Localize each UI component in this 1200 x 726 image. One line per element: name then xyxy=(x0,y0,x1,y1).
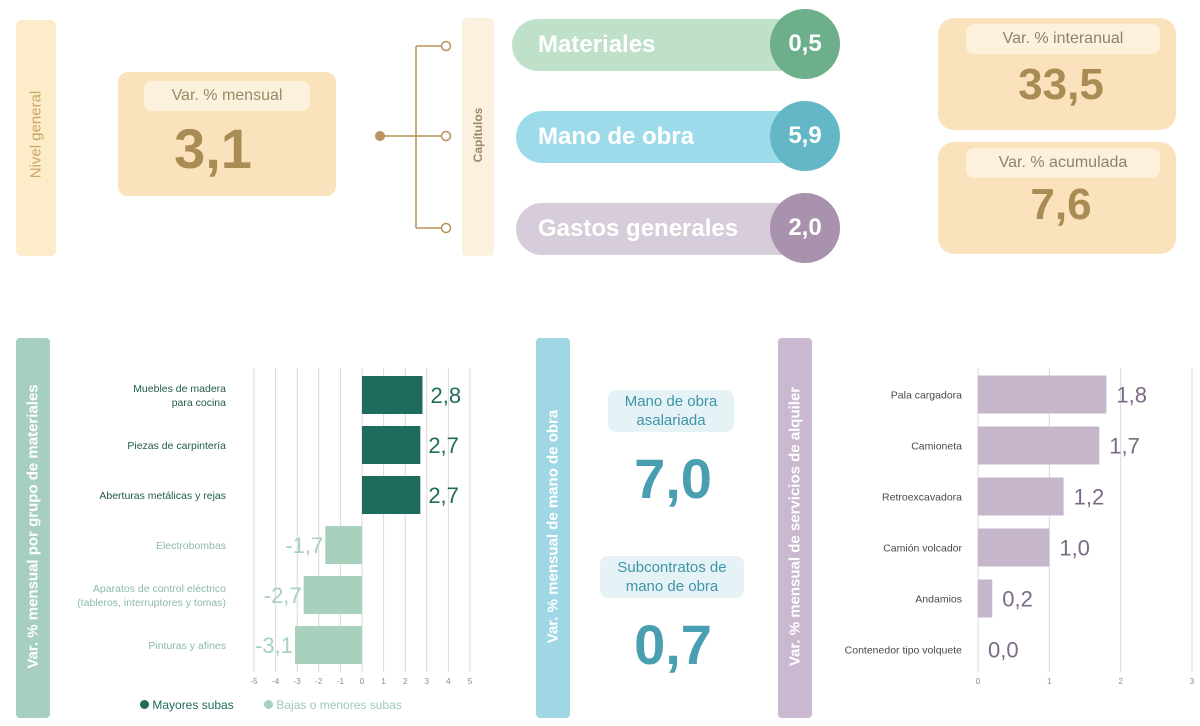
rental-bar xyxy=(978,375,1107,414)
materials-category-label: Electrobombas xyxy=(156,540,226,552)
materials-bar xyxy=(325,526,362,564)
materials-bar xyxy=(362,426,421,464)
chapters-label: Capítulos xyxy=(471,107,485,163)
labor-band-label: Var. % mensual de mano de obra xyxy=(544,409,562,644)
materials-value-label: 2,7 xyxy=(428,433,459,458)
materials-band xyxy=(16,338,50,718)
materials-tick-label: -2 xyxy=(315,677,323,686)
rental-bar xyxy=(978,477,1064,516)
chapters-connector xyxy=(375,40,452,234)
chapter-gastos-label: Gastos generales xyxy=(538,215,739,242)
monthly-variation-value: 3,1 xyxy=(174,117,252,180)
rental-chart: 0 1 2 3 1,8 Pala cargadora 1,7 Camioneta 1,2 Retr… xyxy=(845,368,1195,686)
materials-value-label: 2,8 xyxy=(430,383,461,408)
interanual-value: 33,5 xyxy=(1018,60,1104,109)
materials-category-label: (tableros, interruptores y tomas) xyxy=(77,597,226,609)
rental-band-label: Var. % mensual de servicios de alquiler xyxy=(786,386,804,667)
rental-category-label: Pala cargadora xyxy=(891,390,962,402)
rental-value-label: 1,7 xyxy=(1109,434,1140,459)
rental-value-label: 0,0 xyxy=(988,638,1019,663)
chapter-materiales-pill: Materiales xyxy=(512,19,812,71)
chapter-mano-obra-label: Mano de obra xyxy=(538,123,695,150)
materials-value-label: -2,7 xyxy=(264,583,302,608)
materials-category-label: Aberturas metálicas y rejas xyxy=(99,490,226,502)
legend-menores-swatch xyxy=(264,700,273,709)
nivel-general-label: Nivel general xyxy=(27,90,45,179)
legend-menores: Bajas o menores subas xyxy=(264,698,402,712)
rental-band xyxy=(778,338,812,718)
labor-subcontratos-value: 0,7 xyxy=(634,613,712,676)
materials-tick-label: -1 xyxy=(337,677,345,686)
materials-value-label: -1,7 xyxy=(285,533,323,558)
nivel-general-band xyxy=(16,20,56,256)
materials-bar xyxy=(362,476,421,514)
materials-category-label: Aparatos de control eléctrico xyxy=(93,583,226,595)
chapter-mano-obra-value: 5,9 xyxy=(770,101,840,171)
materials-bar xyxy=(362,376,423,414)
materials-value-label: 2,7 xyxy=(428,483,459,508)
acumulada-label: Var. % acumulada xyxy=(966,148,1160,178)
rental-category-label: Camión volcador xyxy=(883,543,962,555)
labor-subcontratos-label: Subcontratos de mano de obra xyxy=(600,556,744,598)
rental-bar xyxy=(978,579,993,618)
materials-category-label: para cocina xyxy=(172,397,226,409)
legend-mayores: Mayores subas xyxy=(140,698,234,712)
rental-value-label: 0,2 xyxy=(1002,587,1033,612)
materials-category-label: Muebles de madera xyxy=(133,383,226,395)
monthly-variation-label: Var. % mensual xyxy=(144,81,310,111)
rental-category-label: Camioneta xyxy=(911,441,962,453)
acumulada-value: 7,6 xyxy=(1030,180,1092,229)
materials-tick-label: 0 xyxy=(360,677,365,686)
materials-bar xyxy=(295,626,362,664)
rental-value-label: 1,8 xyxy=(1116,383,1147,408)
materials-tick-label: 1 xyxy=(381,677,386,686)
materials-tick-label: -4 xyxy=(272,677,280,686)
materials-tick-label: -3 xyxy=(294,677,302,686)
materials-chart: -5 -4 -3 -2 -1 0 1 2 3 4 5 2,8 Muebles de madera para… xyxy=(77,368,473,686)
rental-value-label: 1,2 xyxy=(1074,485,1105,510)
labor-asalariada-value: 7,0 xyxy=(634,447,712,510)
rental-tick-label: 3 xyxy=(1190,677,1195,686)
rental-bar xyxy=(978,426,1100,465)
materials-category-label: Pinturas y afines xyxy=(148,640,226,652)
labor-asalariada-label: Mano de obra asalariada xyxy=(608,390,734,432)
materials-category-label: Piezas de carpintería xyxy=(127,440,226,452)
chapter-gastos-pill: Gastos generales xyxy=(516,203,812,255)
chapter-materiales-value: 0,5 xyxy=(770,9,840,79)
materials-tick-label: -5 xyxy=(250,677,258,686)
chapters-band xyxy=(462,18,494,256)
rental-category-label: Contenedor tipo volquete xyxy=(845,645,962,657)
rental-value-label: 1,0 xyxy=(1059,536,1090,561)
rental-tick-label: 2 xyxy=(1118,677,1123,686)
materials-tick-label: 3 xyxy=(425,677,430,686)
materials-tick-label: 5 xyxy=(468,677,473,686)
materials-tick-label: 2 xyxy=(403,677,408,686)
legend-menores-label: Bajas o menores subas xyxy=(276,698,402,712)
chapter-materiales-label: Materiales xyxy=(538,31,656,58)
materials-band-label: Var. % mensual por grupo de materiales xyxy=(24,384,42,669)
rental-tick-label: 1 xyxy=(1047,677,1052,686)
legend-mayores-label: Mayores subas xyxy=(152,698,234,712)
rental-category-label: Andamios xyxy=(915,594,962,606)
materials-tick-label: 4 xyxy=(446,677,451,686)
rental-category-label: Retroexcavadora xyxy=(882,492,962,504)
labor-band xyxy=(536,338,570,718)
materials-value-label: -3,1 xyxy=(255,633,293,658)
chapter-gastos-value: 2,0 xyxy=(770,193,840,263)
legend-mayores-swatch xyxy=(140,700,149,709)
materials-bar xyxy=(303,576,362,614)
rental-tick-label: 0 xyxy=(976,677,981,686)
rental-bar xyxy=(978,528,1050,567)
chapter-mano-obra-pill: Mano de obra xyxy=(516,111,812,163)
interanual-label: Var. % interanual xyxy=(966,24,1160,54)
